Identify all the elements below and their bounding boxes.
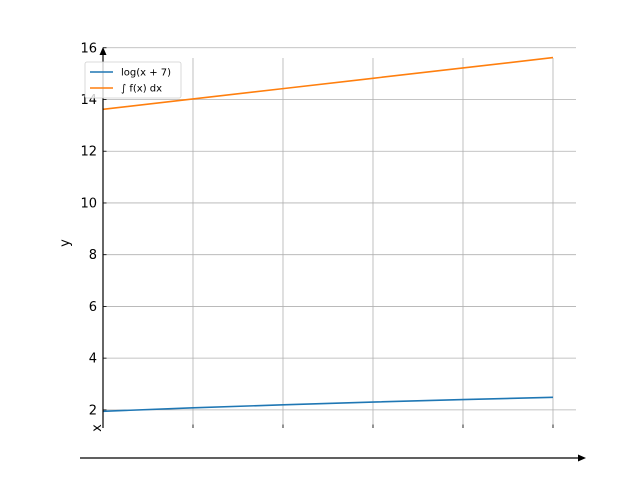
legend-label-1: log(x + 7) (121, 68, 171, 79)
x-ticks (192, 424, 554, 428)
legend-label-2: ∫ f(x) dx (121, 84, 162, 95)
grid (103, 47, 576, 428)
series-line-1 (102, 396, 554, 413)
legend: log(x + 7) ∫ f(x) dx (84, 61, 182, 99)
y-tick-label: 4 (89, 352, 97, 367)
x-axis-arrow (578, 454, 586, 462)
y-tick-label: 10 (80, 196, 97, 211)
legend-box (84, 61, 182, 99)
y-tick-label: 8 (89, 248, 97, 263)
series-line-2 (102, 56, 554, 111)
y-tick-label: 2 (89, 403, 97, 418)
series-lines (102, 56, 554, 413)
y-tick-label: 12 (80, 145, 97, 160)
y-tick-label: 16 (80, 41, 97, 56)
y-axis-label: y (58, 239, 73, 247)
x-axis-label: x (90, 424, 105, 432)
y-axis-arrow (99, 47, 107, 55)
y-tick-label: 6 (89, 300, 97, 315)
